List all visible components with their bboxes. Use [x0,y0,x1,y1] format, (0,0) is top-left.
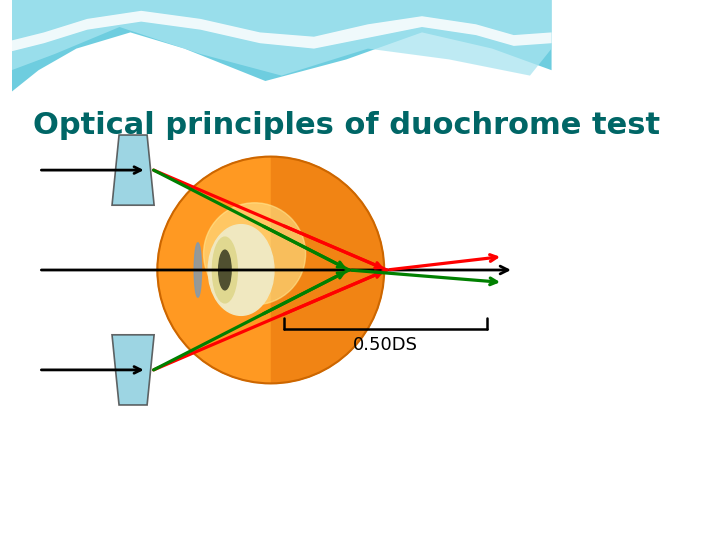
Ellipse shape [208,225,274,315]
Polygon shape [12,11,552,51]
Polygon shape [12,0,552,92]
Polygon shape [112,135,154,205]
Ellipse shape [194,243,202,297]
Polygon shape [12,0,552,76]
Text: Optical principles of duochrome test: Optical principles of duochrome test [33,111,660,140]
Ellipse shape [212,237,238,303]
Circle shape [158,157,384,383]
Text: 0.50DS: 0.50DS [353,336,418,354]
Polygon shape [271,157,384,383]
Ellipse shape [219,250,231,290]
Polygon shape [112,335,154,405]
Circle shape [204,202,305,305]
